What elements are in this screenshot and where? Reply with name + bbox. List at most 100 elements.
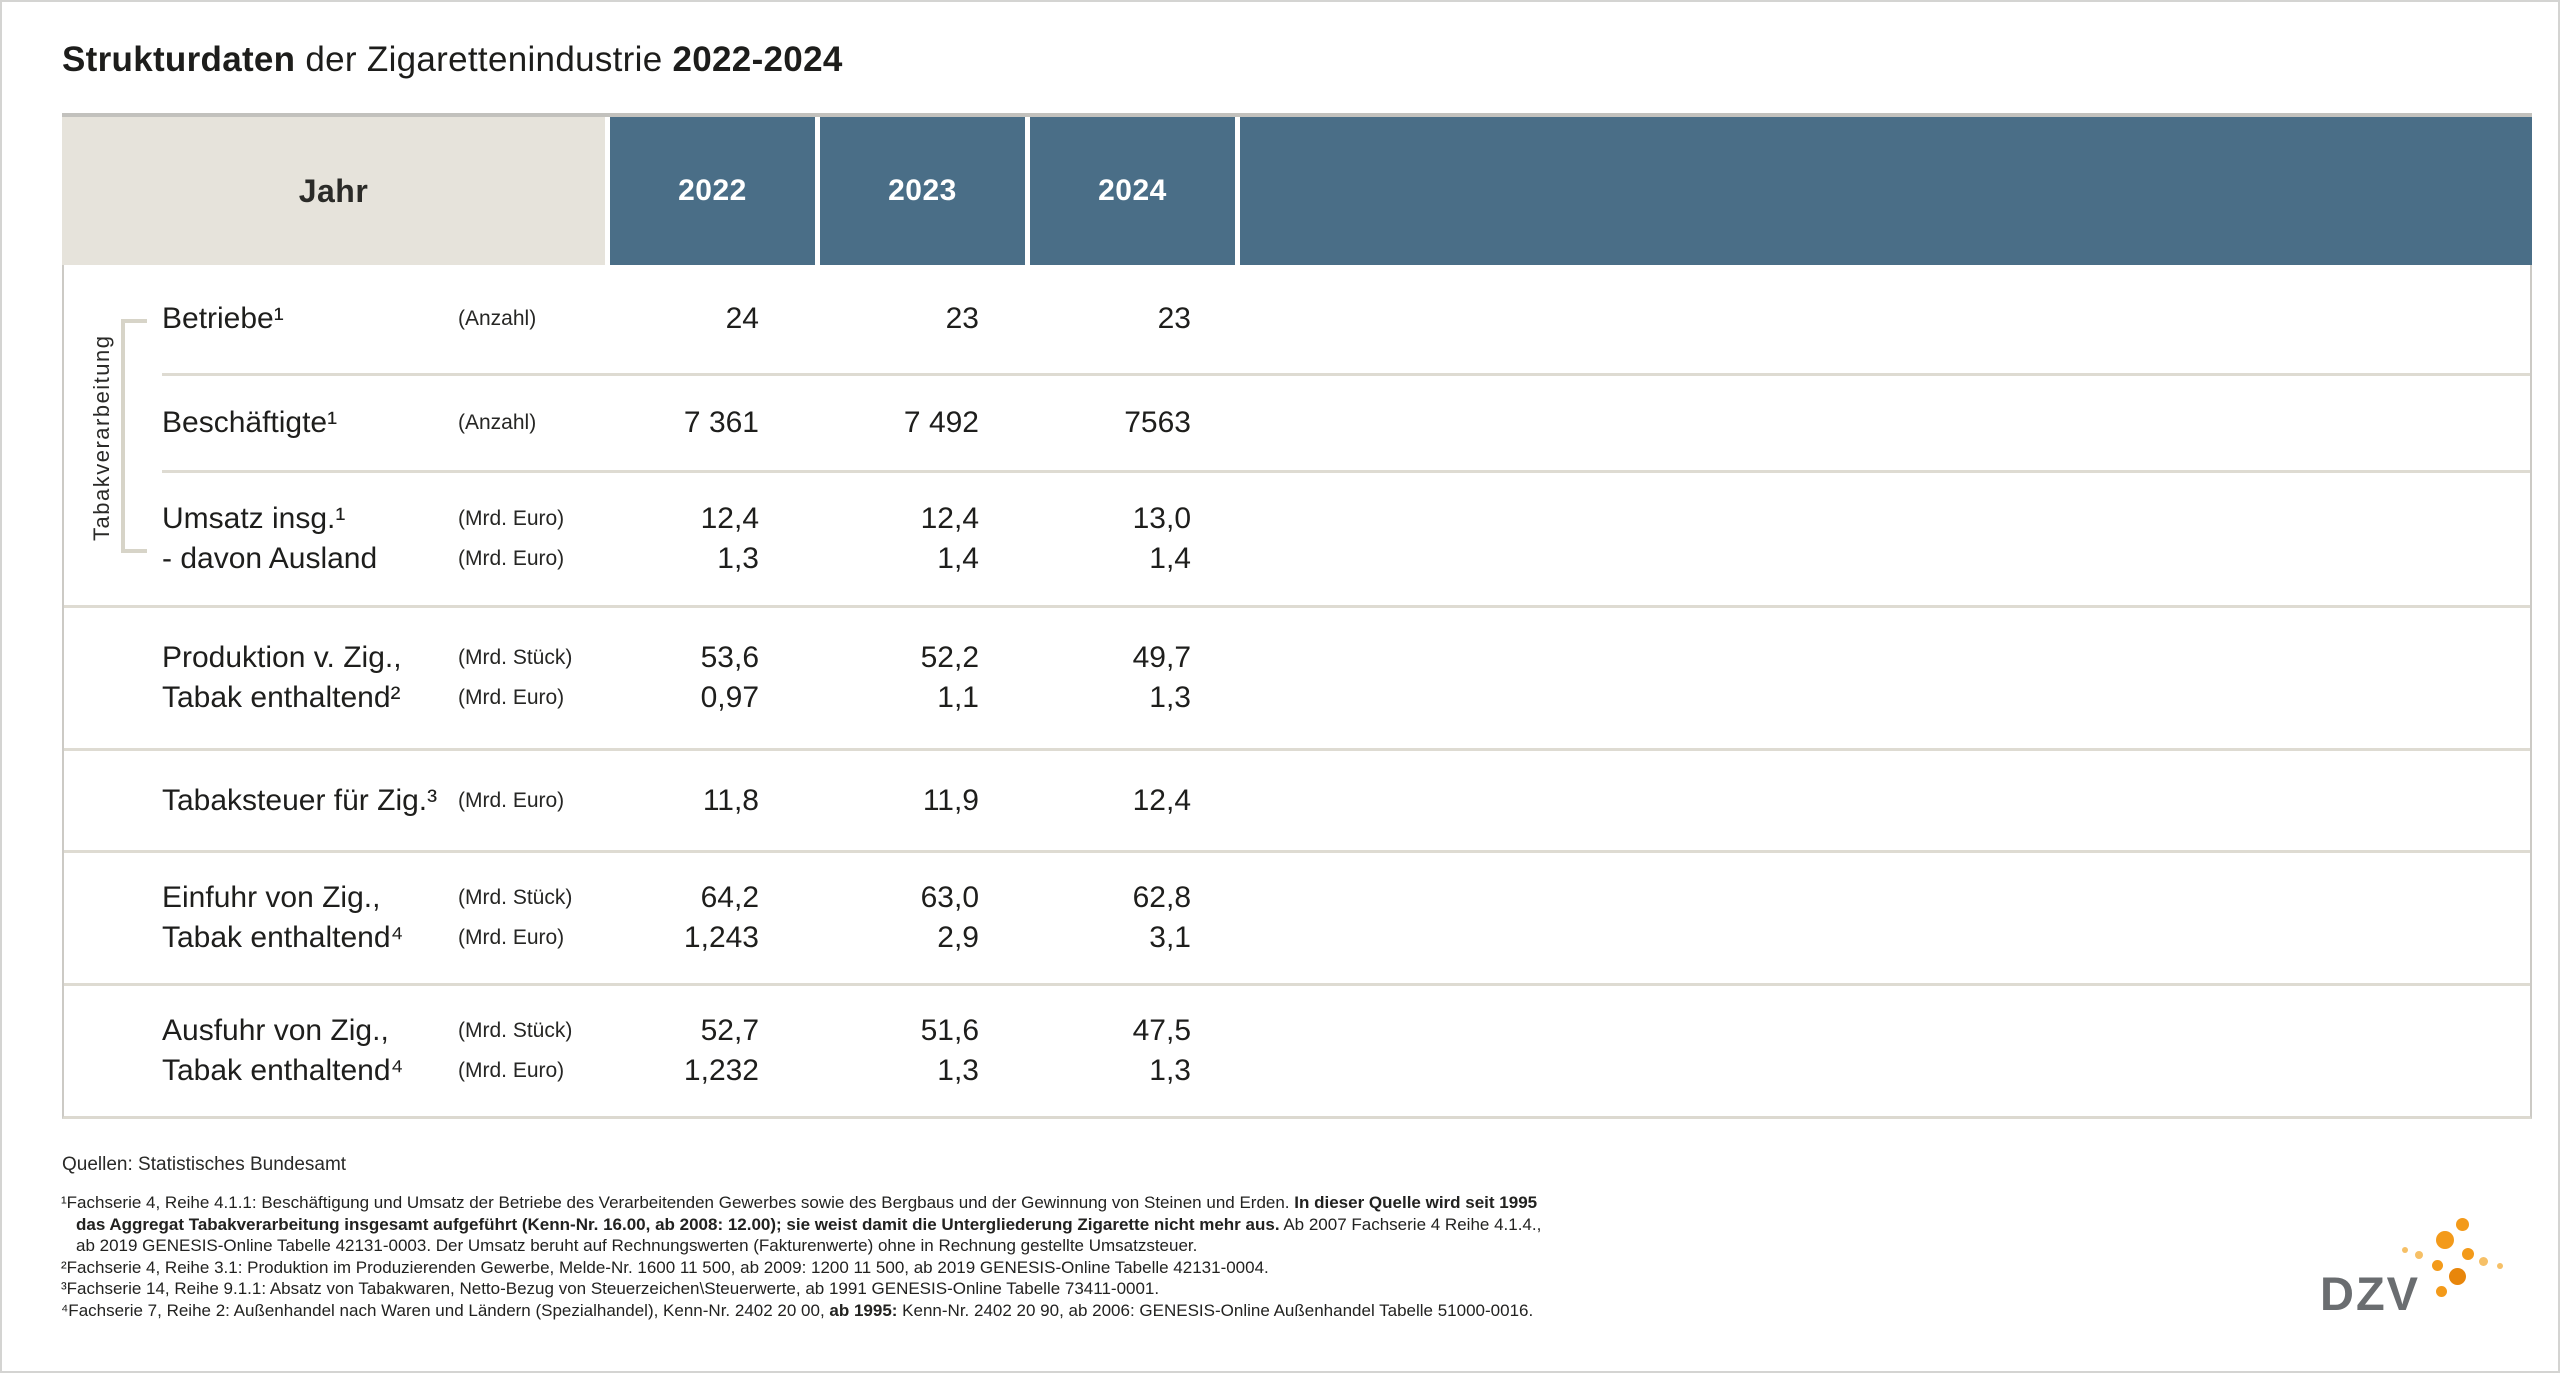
value-2024: 47,5	[1132, 1014, 1191, 1047]
row-unit: (Mrd. Stück)	[458, 886, 573, 909]
row-label: Einfuhr von Zig.,	[162, 881, 381, 914]
table-row-beschaeftigte: Beschäftigte¹ (Anzahl) 7 361 7 492 7563	[64, 376, 2530, 470]
value-2023: 2,9	[937, 921, 979, 954]
value-2022: 1,243	[683, 921, 759, 954]
row-unit: (Mrd. Euro)	[458, 1059, 565, 1082]
row-label: Umsatz insg.¹	[162, 502, 346, 535]
dzv-logo-text: DZV	[2320, 1267, 2420, 1320]
row-label: Tabak enthaltend⁴	[162, 1054, 404, 1087]
footnote-2: ²Fachserie 4, Reihe 3.1: Produktion im P…	[61, 1257, 1269, 1277]
row-divider	[162, 373, 2530, 376]
value-2024: 7563	[1124, 406, 1191, 439]
value-2023: 11,9	[922, 783, 979, 817]
value-2024: 3,1	[1149, 921, 1191, 954]
value-2022: 0,97	[700, 681, 759, 714]
value-2022: 1,3	[717, 542, 759, 575]
structure-data-table: Jahr 2022 2023 2024 Tabakverarbeitung Be…	[62, 113, 2532, 1119]
value-2023: 52,2	[920, 641, 979, 674]
header-cell-2022: 2022	[610, 117, 815, 265]
table-row-ausfuhr: Ausfuhr von Zig., Tabak enthaltend⁴ (Mrd…	[64, 986, 2530, 1116]
table-row-betriebe: Betriebe¹ (Anzahl) 24 23 23	[64, 265, 2530, 373]
value-2023: 23	[945, 302, 979, 335]
row-unit: (Mrd. Euro)	[458, 926, 565, 949]
section-divider	[64, 983, 2530, 986]
value-2024: 1,3	[1149, 681, 1191, 714]
header-cell-2024: 2024	[1030, 117, 1235, 265]
logo-dot	[2415, 1251, 2423, 1259]
page-title: Strukturdaten der Zigarettenindustrie 20…	[62, 40, 843, 79]
footnote-3: ³Fachserie 14, Reihe 9.1.1: Absatz von T…	[61, 1279, 1160, 1298]
value-2024: 13,0	[1132, 502, 1191, 535]
value-2024: 62,8	[1132, 881, 1191, 914]
row-unit: (Mrd. Euro)	[458, 788, 565, 812]
logo-dot	[2402, 1247, 2408, 1253]
logo-dot	[2456, 1218, 2469, 1231]
table-row-umsatz: Umsatz insg.¹ - davon Ausland (Mrd. Euro…	[64, 473, 2530, 605]
table-row-einfuhr: Einfuhr von Zig., Tabak enthaltend⁴ (Mrd…	[64, 853, 2530, 983]
group-label-tabakverarbeitung: Tabakverarbeitung	[89, 334, 114, 542]
value-2024: 1,3	[1149, 1054, 1191, 1087]
value-2022: 1,232	[683, 1054, 759, 1087]
value-2022: 24	[725, 302, 759, 335]
value-2022: 64,2	[700, 881, 759, 914]
logo-dot	[2436, 1286, 2447, 1297]
value-2023: 63,0	[920, 881, 979, 914]
logo-dot	[2436, 1231, 2454, 1249]
row-label: - davon Ausland	[162, 542, 378, 575]
logo-dot	[2432, 1260, 2443, 1271]
value-2023: 51,6	[920, 1014, 979, 1047]
value-2022: 7 361	[683, 406, 759, 439]
section-divider	[64, 605, 2530, 608]
dzv-logo: DZV	[2320, 1208, 2534, 1338]
row-label: Tabaksteuer für Zig.³	[162, 783, 438, 817]
header-filler-bar	[1240, 117, 2532, 265]
row-unit: (Anzahl)	[458, 411, 537, 434]
header-cell-2023: 2023	[820, 117, 1025, 265]
logo-dot	[2497, 1263, 2503, 1269]
footnotes-block: ¹Fachserie 4, Reihe 4.1.1: Beschäftigung…	[61, 1192, 1541, 1321]
row-unit: (Mrd. Stück)	[458, 1019, 573, 1042]
value-2022: 52,7	[700, 1014, 759, 1047]
footnote-4: ⁴Fachserie 7, Reihe 2: Außenhandel nach …	[61, 1300, 1534, 1320]
value-2024: 23	[1157, 302, 1191, 335]
footnote-1-line-3: ab 2019 GENESIS-Online Tabelle 42131-000…	[76, 1236, 1198, 1255]
table-row-tabaksteuer: Tabaksteuer für Zig.³ (Mrd. Euro) 11,8 1…	[64, 751, 2530, 850]
value-2022: 11,8	[702, 783, 759, 817]
logo-dot	[2479, 1257, 2488, 1266]
row-label: Ausfuhr von Zig.,	[162, 1014, 389, 1047]
value-2022: 53,6	[700, 641, 759, 674]
row-label: Betriebe¹	[162, 302, 284, 335]
value-2024: 12,4	[1132, 783, 1191, 817]
row-unit: (Mrd. Euro)	[458, 507, 565, 530]
row-unit: (Anzahl)	[458, 307, 537, 330]
value-2024: 49,7	[1132, 641, 1191, 674]
logo-dot	[2462, 1248, 2474, 1260]
logo-dot	[2449, 1268, 2466, 1285]
row-unit: (Mrd. Euro)	[458, 686, 565, 709]
section-divider	[64, 850, 2530, 853]
row-label: Produktion v. Zig.,	[162, 641, 402, 674]
table-body: Tabakverarbeitung Betriebe¹ (Anzahl) 24 …	[62, 265, 2532, 1119]
row-divider	[162, 470, 2530, 473]
header-cell-jahr: Jahr	[62, 117, 605, 265]
value-2023: 12,4	[920, 502, 979, 535]
row-unit: (Mrd. Stück)	[458, 646, 573, 669]
footnote-1-line-1: ¹Fachserie 4, Reihe 4.1.1: Beschäftigung…	[61, 1193, 1538, 1212]
value-2023: 1,4	[937, 542, 979, 575]
row-unit: (Mrd. Euro)	[458, 547, 565, 570]
group-bracket	[121, 319, 147, 553]
row-label: Beschäftigte¹	[162, 406, 338, 439]
value-2023: 1,3	[937, 1054, 979, 1087]
section-divider	[64, 748, 2530, 751]
value-2022: 12,4	[700, 502, 759, 535]
row-label: Tabak enthaltend⁴	[162, 921, 404, 954]
value-2023: 1,1	[937, 681, 979, 714]
table-row-produktion: Produktion v. Zig., Tabak enthaltend² (M…	[64, 608, 2530, 748]
footnote-1-line-2: das Aggregat Tabakverarbeitung insgesamt…	[76, 1214, 1542, 1234]
value-2024: 1,4	[1149, 542, 1191, 575]
row-label: Tabak enthaltend²	[162, 681, 401, 714]
table-header-row: Jahr 2022 2023 2024	[62, 117, 2532, 265]
value-2023: 7 492	[903, 406, 979, 439]
source-line: Quellen: Statistisches Bundesamt	[62, 1154, 347, 1175]
